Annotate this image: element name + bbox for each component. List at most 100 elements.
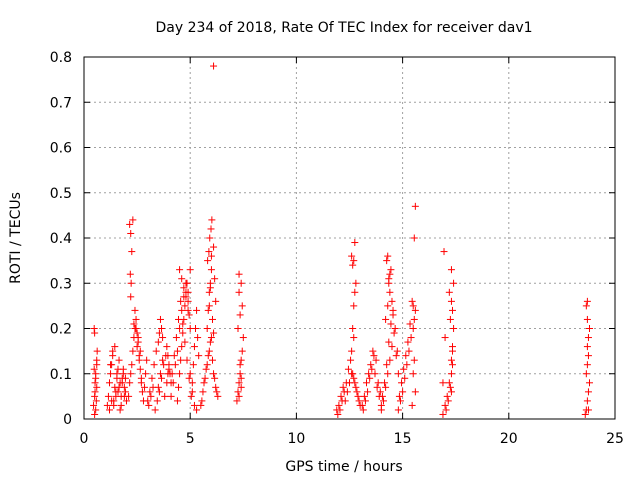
x-tick-label-5: 25 [606,431,624,447]
data-point [143,356,151,364]
data-point [210,62,218,70]
data-point [349,325,357,332]
data-point [115,356,123,364]
chart-title: Day 234 of 2018, Rate Of TEC Index for r… [155,20,532,36]
data-point [371,370,379,378]
data-point [582,302,590,310]
data-point [206,234,214,242]
data-point [151,406,159,414]
data-point [178,275,186,283]
y-tick-labels: 0 0.1 0.2 0.3 0.4 0.5 0.6 0.7 0.8 [50,50,72,428]
data-point [449,343,457,351]
data-point [446,315,454,323]
data-point [161,392,169,400]
data-point [238,347,246,355]
data-point [91,379,99,387]
data-point [376,388,384,396]
data-point [184,306,192,314]
data-point [411,306,419,314]
data-point [348,347,356,355]
data-point [109,352,117,360]
data-point [358,401,366,409]
data-point [210,370,218,378]
x-axis-label: GPS time / hours [285,459,402,475]
data-point [103,401,111,409]
data-point [360,392,368,400]
data-point [153,397,161,405]
data-point [396,397,404,405]
data-point [179,329,187,337]
data-point [584,334,592,342]
data-point [443,392,451,400]
data-point [142,370,150,378]
data-point [127,229,135,237]
data-point [92,406,100,414]
data-point [180,284,188,292]
data-point [344,365,352,373]
data-point [133,343,141,351]
data-point [121,388,129,396]
data-point [203,325,211,332]
data-point [584,352,592,360]
data-point [235,392,243,400]
y-tick-label-8: 0.8 [50,50,72,66]
data-point [112,392,120,400]
x-tick-label-1: 5 [186,431,195,447]
data-point [135,356,143,364]
data-point [237,374,245,382]
y-tick-label-1: 0.1 [50,367,72,383]
data-point [175,383,183,391]
data-point [186,266,194,274]
data-point [351,379,359,387]
data-point [129,216,137,224]
data-point [145,401,153,409]
data-point [378,392,386,400]
data-point [132,325,140,332]
data-point [158,374,166,382]
data-point [212,297,220,305]
data-point [441,334,449,342]
data-point [235,288,243,296]
data-point [214,392,222,400]
data-point [122,397,130,405]
data-point [379,397,387,405]
data-point [190,343,198,351]
data-point [342,379,350,387]
data-point [447,370,455,378]
data-point [169,379,177,387]
data-point [203,361,211,369]
data-point [92,374,100,382]
data-points [90,62,594,418]
data-point [181,302,189,310]
data-point [377,406,385,414]
data-point [399,388,407,396]
data-point [398,379,406,387]
data-point [141,383,149,391]
data-point [364,388,372,396]
data-point [449,306,457,314]
data-point [450,325,458,332]
data-point [190,401,198,409]
data-point [385,338,393,346]
data-point [202,365,210,373]
data-point [370,352,378,360]
data-point [158,325,166,332]
data-point [338,397,346,405]
data-point [382,315,390,323]
data-point [337,392,345,400]
data-point [411,388,419,396]
data-point [373,383,381,391]
data-point [105,406,113,414]
data-point [407,334,415,342]
data-point [445,288,453,296]
data-point [447,297,455,305]
data-point [173,397,181,405]
data-point [411,202,419,210]
data-point [384,370,392,378]
data-point [125,392,133,400]
data-point [126,270,134,278]
data-point [359,406,367,414]
data-point [446,383,454,391]
y-tick-label-5: 0.5 [50,186,72,202]
data-point [409,370,417,378]
